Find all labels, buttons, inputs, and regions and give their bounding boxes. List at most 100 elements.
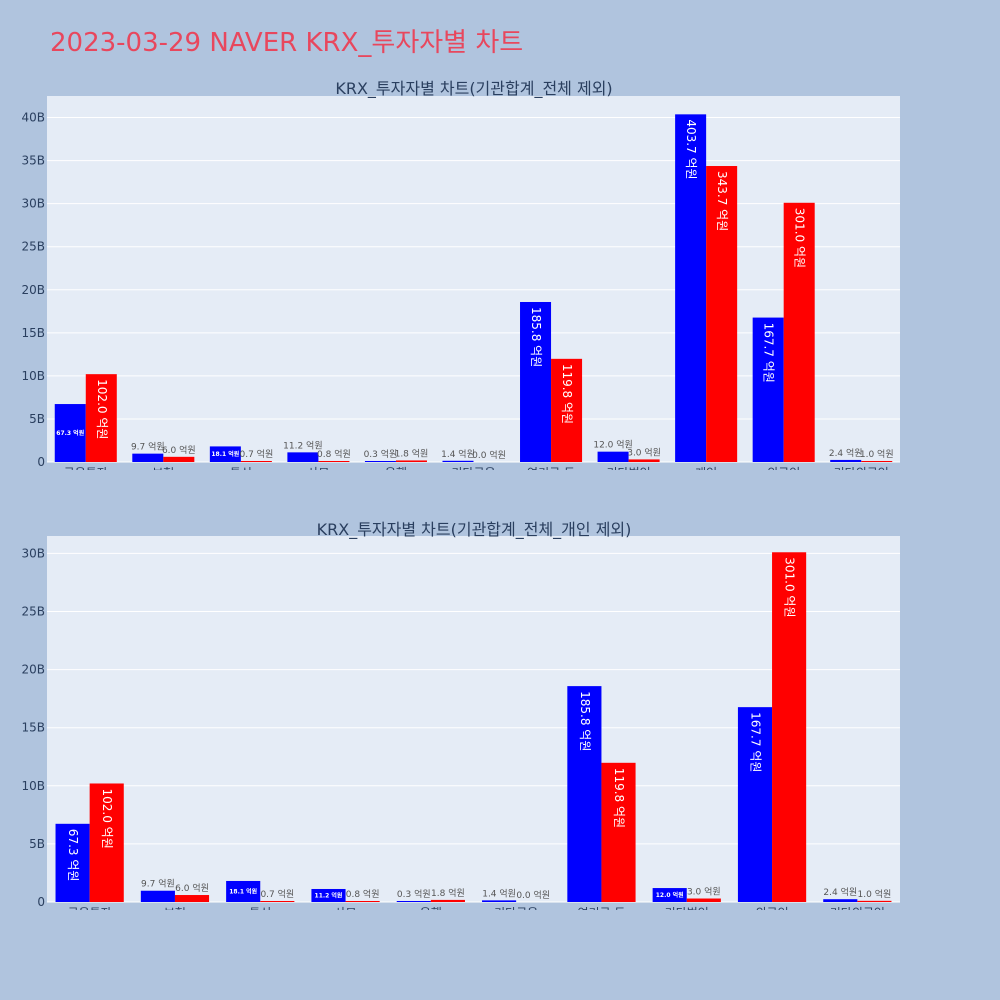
y-tick-label: 10B — [21, 779, 45, 793]
x-tick-label: 기타외국인 — [830, 906, 885, 910]
bar — [140, 890, 175, 902]
y-tick-label: 25B — [21, 240, 45, 254]
bar — [54, 404, 86, 462]
y-tick-label: 30B — [21, 546, 45, 560]
bar — [209, 446, 241, 462]
bar — [311, 888, 346, 902]
x-tick-label: 개인 — [695, 466, 717, 470]
x-tick-label: 투신 — [230, 466, 252, 470]
y-tick-label: 35B — [21, 154, 45, 168]
x-tick-label: 투신 — [249, 906, 271, 910]
bar-data-label: 1.0 억원 — [858, 888, 892, 900]
bar — [652, 888, 687, 902]
x-tick-label: 은행 — [385, 465, 407, 470]
y-tick-label: 20B — [21, 663, 45, 677]
bar-data-label: 0.3 억원 — [397, 888, 431, 900]
bar-data-label: 9.7 억원 — [131, 441, 165, 453]
bar — [345, 901, 380, 902]
bar-data-label: 119.8 억원 — [612, 768, 626, 828]
bar-data-label: 185.8 억원 — [578, 691, 592, 751]
bar-data-label: 6.0 억원 — [162, 444, 196, 456]
x-tick-label: 기타금융 — [494, 906, 538, 910]
bar — [706, 166, 738, 462]
y-tick-label: 20B — [21, 283, 45, 297]
x-tick-label: 보험 — [152, 466, 174, 470]
bar — [686, 898, 721, 902]
bar — [89, 783, 124, 902]
bar-data-label: 0.8 억원 — [317, 448, 351, 460]
bar-data-label: 12.0 억원 — [593, 439, 632, 451]
bar — [783, 202, 815, 462]
bar-data-label: 301.0 억원 — [783, 557, 797, 617]
bar — [85, 374, 117, 462]
y-tick-label: 0 — [37, 455, 45, 469]
x-tick-label: 금융투자 — [64, 466, 108, 470]
bar-data-label: 185.8 억원 — [529, 307, 543, 367]
bar-data-label: 0.8 억원 — [346, 888, 380, 900]
bar-data-label: 1.4 억원 — [482, 887, 516, 899]
bar-data-label: 11.2 억원 — [283, 439, 322, 451]
bar — [318, 461, 350, 462]
bar — [55, 823, 90, 902]
x-tick-label: 보험 — [164, 906, 186, 910]
x-tick-label: 기타외국인 — [834, 466, 889, 470]
bar-data-label: 301.0 억원 — [793, 208, 807, 268]
bar — [830, 459, 862, 462]
bar — [772, 552, 807, 902]
investor-chart-1: 0 5B 10B 15B 20B 25B 30B 35B 40B 금융투자 보험 투신 사모 은행 기타금융… — [21, 79, 900, 470]
x-tick-label: 연기금 등 — [577, 906, 625, 910]
bar — [395, 460, 427, 462]
y-tick-label: 0 — [37, 895, 45, 909]
bar — [520, 301, 552, 462]
x-tick-label: 사모 — [307, 466, 329, 470]
x-tick-label: 기타법인 — [607, 466, 651, 470]
bar-data-label: 102.0 억원 — [95, 379, 109, 439]
y-tick-label: 5B — [29, 412, 45, 426]
bar — [675, 114, 707, 462]
x-tick-label: 사모 — [335, 906, 357, 910]
bar — [132, 453, 164, 462]
bar-data-label: 67.3 억원 — [56, 429, 84, 437]
x-tick-label: 기타법인 — [665, 906, 709, 910]
bar — [482, 900, 517, 902]
bar-data-label: 0.7 억원 — [240, 448, 274, 460]
bar — [364, 461, 396, 462]
bar-data-label: 2.4 억원 — [829, 447, 863, 459]
bar-data-label: 67.3 억원 — [66, 829, 80, 882]
y-tick-label: 15B — [21, 326, 45, 340]
bar-data-label: 167.7 억원 — [748, 712, 762, 772]
bar — [861, 461, 893, 462]
bar-data-label: 167.7 억원 — [762, 323, 776, 383]
bar — [240, 461, 272, 462]
x-tick-label: 기타금융 — [451, 466, 495, 470]
bar-data-label: 18.1 억원 — [229, 887, 257, 895]
bar-data-label: 3.0 억원 — [627, 446, 661, 458]
bar — [567, 686, 602, 902]
chart-1-title: KRX_투자자별 차트(기관합계_전체 제외) — [335, 79, 612, 99]
bar — [601, 762, 636, 902]
bar — [628, 459, 660, 462]
bar — [174, 895, 210, 902]
bar — [396, 901, 431, 902]
bar-data-label: 343.7 억원 — [715, 171, 729, 231]
bar-data-label: 2.4 억원 — [823, 886, 857, 898]
bar-data-label: 0.0 억원 — [516, 889, 550, 901]
bar — [442, 460, 474, 462]
bar-data-label: 403.7 억원 — [684, 119, 698, 179]
bar — [857, 900, 892, 902]
investor-chart-2: 0 5B 10B 15B 20B 25B 30B 금융투자 보험 투신 사모 은행 기타금융 연기금 등 기… — [21, 520, 900, 910]
bar-data-label: 18.1 억원 — [211, 450, 239, 458]
bar-data-label: 12.0 억원 — [656, 891, 684, 899]
x-tick-label: 외국인 — [767, 466, 800, 470]
bar-data-label: 6.0 억원 — [175, 882, 209, 894]
bar — [597, 451, 629, 462]
bar-data-label: 1.4 억원 — [441, 448, 475, 460]
bar — [163, 456, 195, 462]
bar — [260, 901, 295, 902]
x-tick-label: 연기금 등 — [527, 466, 575, 470]
bar — [752, 317, 784, 462]
bar-data-label: 9.7 억원 — [141, 878, 175, 890]
bar-data-label: 0.3 억원 — [364, 448, 398, 460]
bar — [551, 358, 583, 462]
chart-2-title: KRX_투자자별 차트(기관합계_전체_개인 제외) — [317, 520, 632, 540]
